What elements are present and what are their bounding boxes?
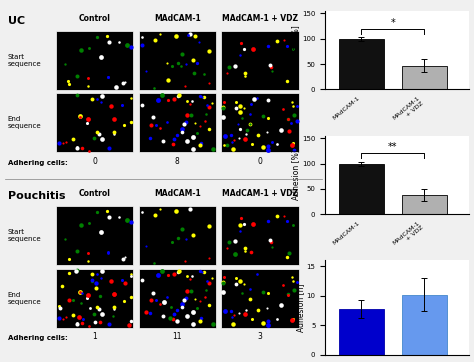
Bar	[402, 66, 447, 89]
FancyBboxPatch shape	[221, 269, 299, 328]
FancyBboxPatch shape	[221, 93, 299, 152]
Bar	[339, 164, 384, 214]
Text: MAdCAM-1: MAdCAM-1	[154, 189, 201, 198]
Text: Adhering cells:: Adhering cells:	[8, 335, 67, 341]
Text: 1: 1	[92, 332, 97, 341]
Y-axis label: Adhesion [n]: Adhesion [n]	[296, 283, 305, 332]
FancyBboxPatch shape	[56, 31, 133, 90]
Text: *: *	[391, 18, 395, 28]
Text: 11: 11	[173, 332, 182, 341]
Text: End
sequence: End sequence	[8, 292, 41, 305]
Text: Control: Control	[79, 14, 111, 23]
Text: 3: 3	[257, 332, 263, 341]
Text: Start
sequence: Start sequence	[8, 230, 41, 243]
FancyBboxPatch shape	[56, 206, 133, 265]
FancyBboxPatch shape	[139, 31, 216, 90]
FancyBboxPatch shape	[139, 269, 216, 328]
Bar	[339, 309, 384, 355]
Text: MAdCAM-1 + VDZ: MAdCAM-1 + VDZ	[222, 14, 298, 23]
Text: UC: UC	[8, 16, 25, 26]
FancyBboxPatch shape	[139, 93, 216, 152]
FancyBboxPatch shape	[56, 269, 133, 328]
FancyBboxPatch shape	[221, 31, 299, 90]
Bar	[339, 39, 384, 89]
Bar	[402, 295, 447, 355]
Text: Adhering cells:: Adhering cells:	[8, 160, 67, 166]
Y-axis label: Adhesion [%]: Adhesion [%]	[292, 25, 301, 76]
Text: **: **	[388, 142, 398, 152]
Text: Start
sequence: Start sequence	[8, 54, 41, 67]
Text: Pouchitis: Pouchitis	[8, 191, 65, 201]
FancyBboxPatch shape	[221, 206, 299, 265]
Y-axis label: Adhesion [%]: Adhesion [%]	[292, 150, 301, 200]
Text: 8: 8	[175, 157, 180, 166]
Text: MAdCAM-1 + VDZ: MAdCAM-1 + VDZ	[222, 189, 298, 198]
Text: MAdCAM-1: MAdCAM-1	[154, 14, 201, 23]
Text: End
sequence: End sequence	[8, 117, 41, 130]
Bar	[402, 195, 447, 214]
Text: 0: 0	[92, 157, 97, 166]
FancyBboxPatch shape	[139, 206, 216, 265]
Text: 0: 0	[257, 157, 263, 166]
FancyBboxPatch shape	[56, 93, 133, 152]
Text: Control: Control	[79, 189, 111, 198]
